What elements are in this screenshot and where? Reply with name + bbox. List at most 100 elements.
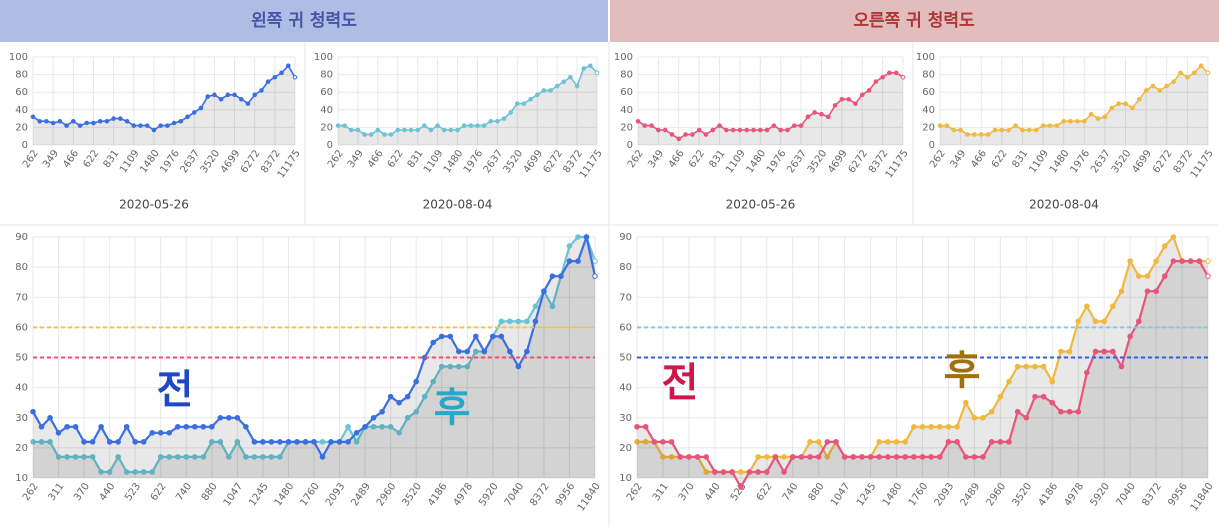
data-point — [642, 439, 649, 445]
data-point — [72, 454, 79, 460]
data-point — [515, 318, 522, 325]
data-point — [954, 423, 960, 430]
data-point — [72, 423, 79, 430]
data-point — [825, 114, 831, 120]
data-point — [342, 123, 347, 128]
data-point — [805, 114, 811, 120]
series-line — [338, 64, 598, 136]
data-point — [238, 96, 244, 102]
x-tick-label: 4699 — [826, 148, 850, 175]
y-tick-label: 60 — [922, 87, 935, 98]
data-point — [149, 469, 156, 475]
data-point — [841, 454, 848, 460]
data-point — [422, 123, 427, 128]
data-point — [885, 439, 891, 445]
y-tick-label: 60 — [15, 87, 28, 98]
y-tick-label: 60 — [619, 322, 632, 333]
data-point — [1205, 258, 1211, 264]
y-tick-label: 30 — [15, 413, 28, 424]
data-point — [1130, 105, 1135, 111]
data-point — [285, 439, 292, 445]
data-point — [819, 111, 824, 117]
data-point — [1023, 414, 1030, 421]
data-point — [115, 454, 121, 460]
data-point — [468, 123, 474, 128]
y-tick-label: 70 — [619, 292, 632, 303]
data-point — [1092, 348, 1099, 355]
data-point — [1084, 303, 1090, 310]
data-point — [791, 123, 797, 128]
data-point — [524, 348, 530, 355]
data-point — [683, 132, 688, 137]
data-point — [140, 469, 147, 475]
data-point — [1118, 363, 1125, 370]
data-point — [404, 393, 411, 400]
x-tick-label: 2960 — [375, 481, 399, 508]
x-tick-label: 4699 — [1130, 148, 1154, 175]
data-point — [1049, 399, 1056, 406]
data-point — [472, 348, 479, 355]
data-point — [1179, 258, 1185, 264]
data-point — [763, 454, 770, 460]
y-tick-label: 20 — [15, 443, 28, 454]
x-tick-label: 1480 — [1048, 148, 1072, 175]
data-point — [763, 469, 770, 475]
y-tick-label: 100 — [614, 52, 633, 63]
data-point — [1101, 348, 1107, 355]
x-tick-label: 622 — [149, 481, 169, 503]
data-point — [413, 408, 419, 415]
data-point — [166, 430, 173, 436]
data-point — [191, 110, 197, 115]
data-point — [919, 454, 926, 460]
data-point — [549, 303, 556, 310]
data-point — [549, 273, 556, 279]
data-point — [919, 423, 926, 430]
data-point — [1068, 118, 1073, 124]
x-tick-label: 8372 — [1140, 481, 1164, 508]
x-tick-label: 4699 — [219, 148, 243, 175]
data-point — [285, 63, 291, 69]
data-point — [265, 79, 271, 84]
data-point — [515, 101, 520, 106]
data-point — [764, 127, 770, 133]
series-line — [940, 64, 1209, 136]
data-point — [64, 454, 70, 460]
data-point — [958, 127, 963, 133]
data-point — [430, 378, 437, 385]
data-point — [1088, 111, 1094, 117]
y-tick-label: 60 — [320, 87, 333, 98]
left-title: 왼쪽 귀 청력도 — [251, 10, 357, 31]
x-tick-label: 1047 — [222, 481, 246, 508]
data-point — [30, 114, 36, 120]
data-point — [594, 70, 600, 76]
x-tick-label: 2489 — [959, 481, 983, 508]
series-area — [338, 65, 597, 145]
data-point — [268, 454, 275, 460]
data-point — [131, 123, 137, 128]
data-point — [165, 123, 170, 128]
data-point — [737, 127, 743, 133]
data-point — [77, 123, 83, 128]
x-tick-label: 880 — [807, 481, 827, 503]
y-tick-label: 20 — [619, 443, 632, 454]
data-point — [157, 430, 164, 436]
data-point — [789, 454, 796, 460]
data-point — [198, 105, 204, 111]
data-point — [408, 127, 414, 133]
x-tick-label: 1109 — [118, 148, 142, 175]
data-point — [893, 454, 900, 460]
annotation: 후 — [944, 348, 981, 394]
data-point — [1135, 318, 1142, 325]
data-point — [686, 454, 692, 460]
y-tick-label: 20 — [15, 122, 28, 133]
data-point — [1153, 258, 1159, 264]
data-point — [260, 454, 266, 460]
data-point — [183, 454, 190, 460]
data-point — [945, 439, 952, 445]
x-tick-label: 1480 — [442, 148, 466, 175]
data-point — [717, 123, 722, 128]
data-point — [634, 439, 640, 445]
data-point — [55, 454, 62, 460]
data-point — [335, 123, 341, 128]
series-area — [638, 72, 903, 145]
